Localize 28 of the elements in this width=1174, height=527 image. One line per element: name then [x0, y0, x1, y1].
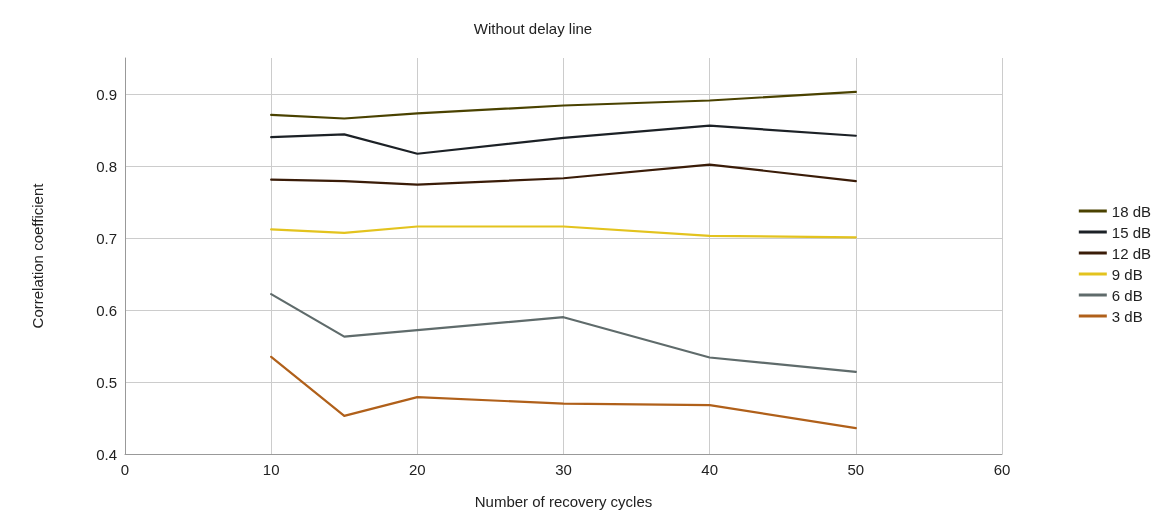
legend-label: 6 dB [1111, 286, 1143, 304]
y-tick-label: 0.7 [96, 229, 117, 247]
legend-label: 15 dB [1111, 223, 1151, 241]
y-tick-label: 0.4 [96, 445, 117, 463]
x-tick-label: 50 [847, 461, 865, 478]
x-tick-label: 10 [262, 461, 280, 478]
y-tick-label: 0.5 [96, 373, 117, 391]
legend-label: 9 dB [1111, 265, 1143, 283]
y-tick-label: 0.9 [96, 85, 117, 103]
legend-label: 3 dB [1111, 307, 1143, 325]
line-series [270, 355, 857, 430]
y-axis-title: Correlation coefficient [29, 182, 46, 329]
line-series [270, 225, 857, 239]
y-tick-label: 0.8 [96, 157, 117, 175]
line-series [270, 293, 857, 374]
x-tick-label: 40 [701, 461, 719, 478]
x-tick-label: 0 [120, 461, 130, 478]
line-series [270, 124, 857, 155]
y-tick-label: 0.6 [96, 301, 117, 319]
legend-label: 18 dB [1111, 202, 1151, 220]
chart-title: Without delay line [473, 20, 593, 37]
x-tick-label: 60 [993, 461, 1011, 478]
line-series [270, 90, 857, 120]
x-tick-label: 20 [408, 461, 426, 478]
x-axis-title: Number of recovery cycles [474, 493, 653, 510]
x-tick-label: 30 [555, 461, 572, 478]
legend-label: 12 dB [1111, 244, 1151, 262]
line-series [270, 163, 857, 186]
